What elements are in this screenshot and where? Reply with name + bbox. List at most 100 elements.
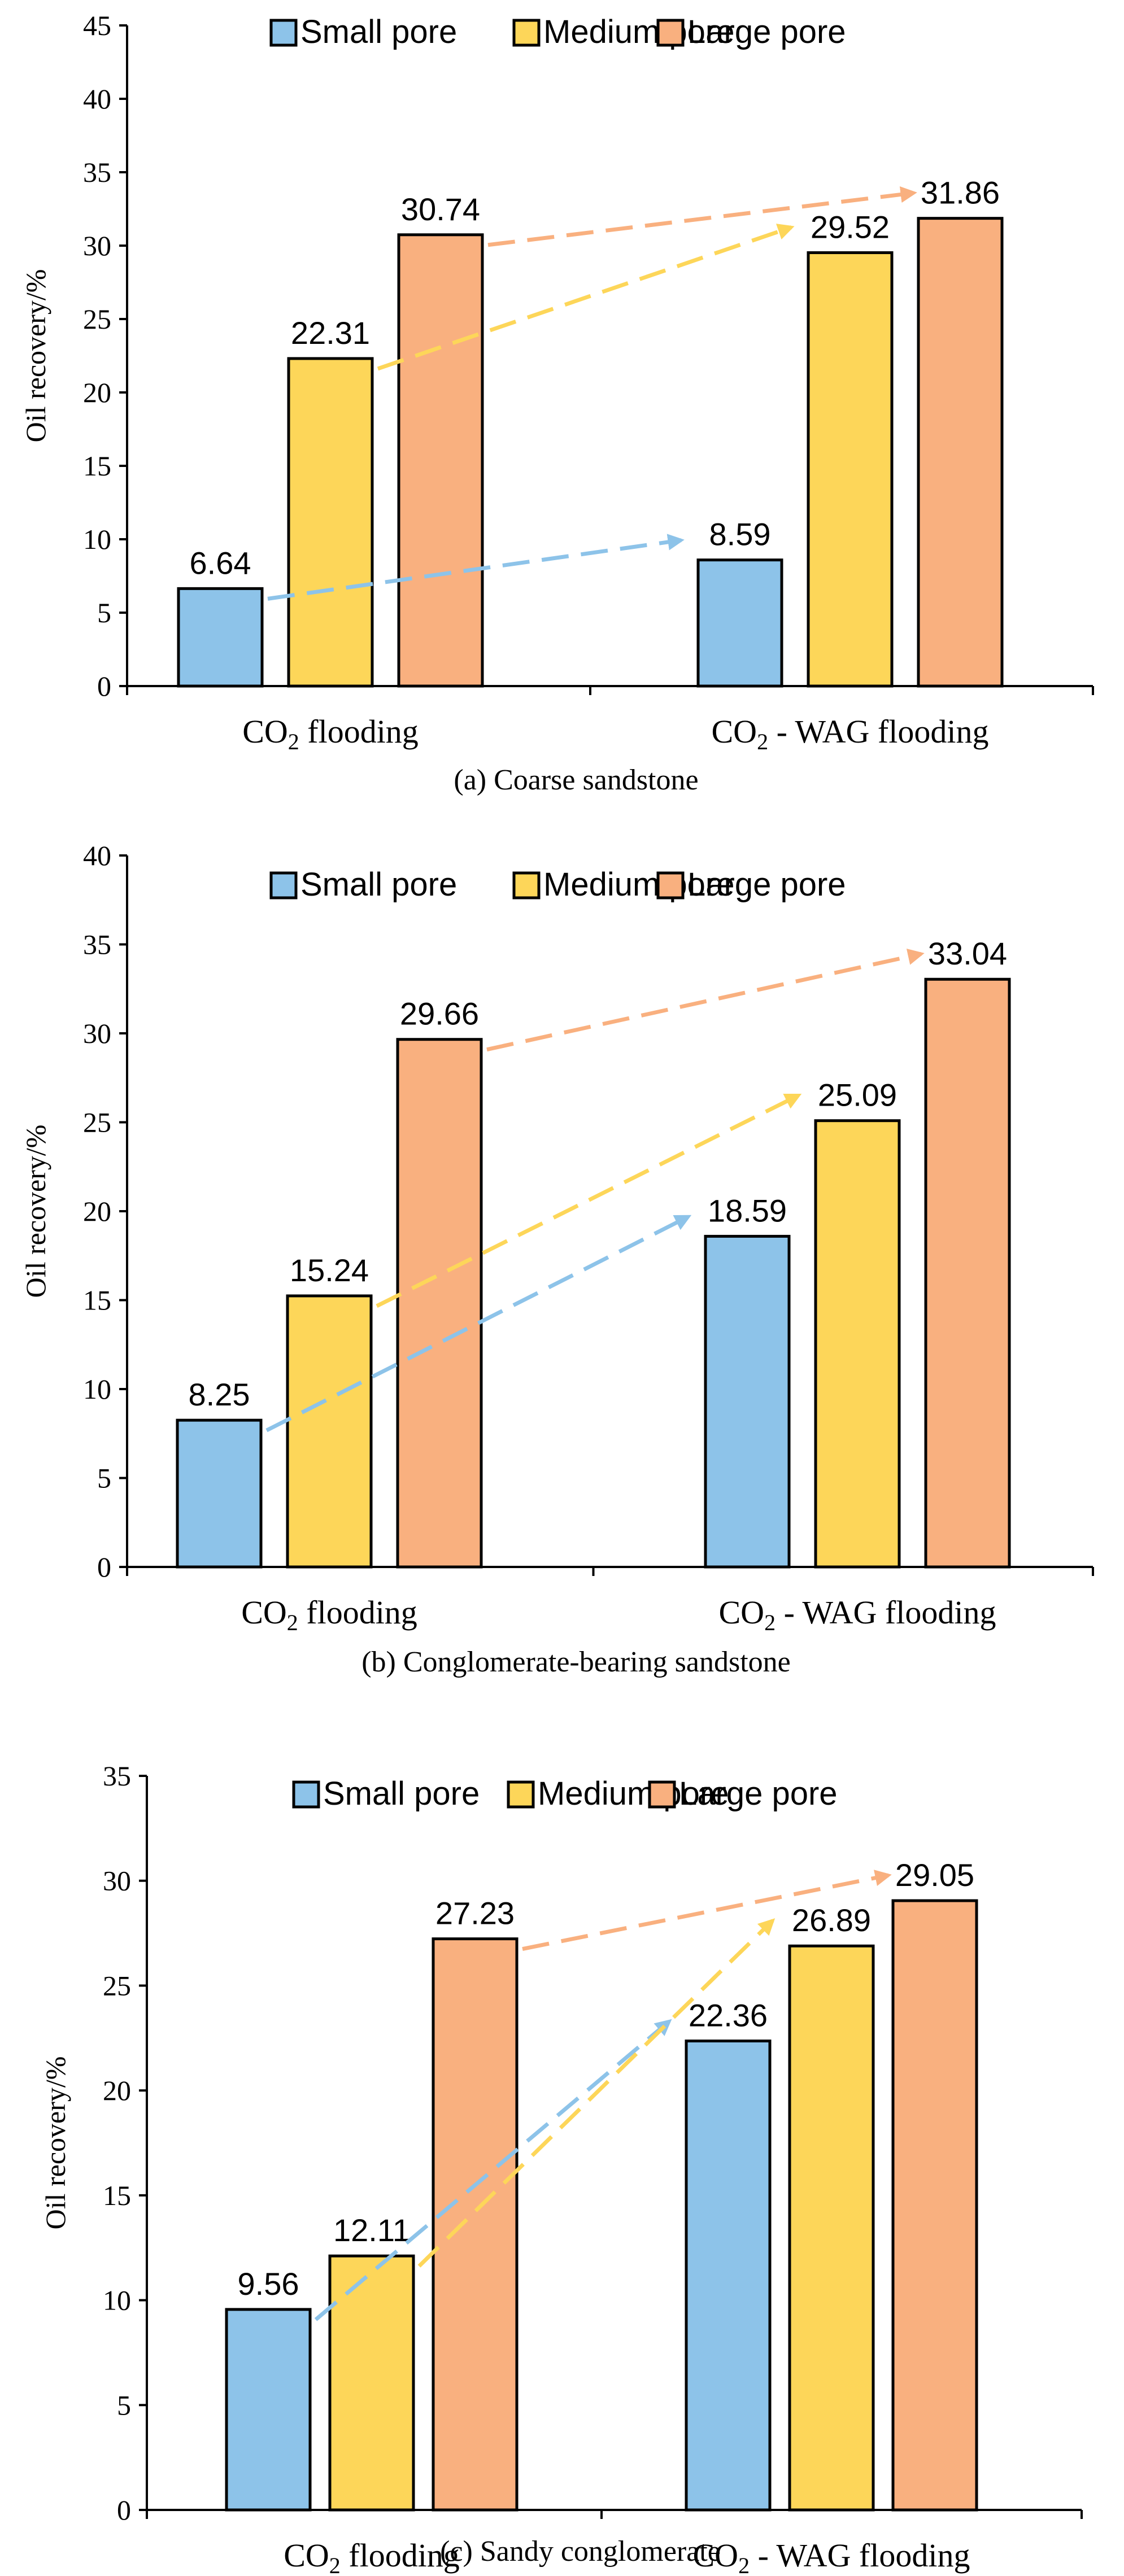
legend-swatch-small-pore xyxy=(292,1780,320,1809)
y-tick-label: 25 xyxy=(83,303,111,335)
data-label: 12.11 xyxy=(333,2212,410,2248)
y-tick-label: 0 xyxy=(117,2494,131,2526)
legend-swatch-large-pore xyxy=(648,1780,676,1809)
trend-arrow-medium-pore xyxy=(417,1918,776,2268)
legend-label-small-pore: Small pore xyxy=(300,866,457,903)
trend-arrow-large-pore xyxy=(486,948,925,1052)
data-label: 22.31 xyxy=(291,315,370,351)
y-tick-label: 25 xyxy=(83,1107,111,1138)
legend-swatch-small-pore xyxy=(269,871,298,900)
data-label: 18.59 xyxy=(708,1193,787,1228)
legend-label-medium-pore: Medium pore xyxy=(538,1775,729,1812)
y-tick-label: 15 xyxy=(83,1285,111,1316)
chart-panel-a: 0 5 10 15 20 25 30 35 40 45 Oil recovery/% 6.64 22.3… xyxy=(20,10,1094,796)
y-tick-label: 30 xyxy=(83,1018,111,1049)
y-tick-label: 40 xyxy=(83,83,111,115)
y-tick-label: 10 xyxy=(83,1373,111,1405)
bar-medium-pore-co2-wag-flooding xyxy=(807,251,894,688)
y-axis-title: Oil recovery/% xyxy=(40,2057,71,2230)
bar-large-pore-co2-wag-flooding xyxy=(924,977,1011,1569)
data-label: 29.05 xyxy=(895,1857,974,1893)
legend-swatch-medium-pore xyxy=(512,871,541,900)
legend-swatch-medium-pore xyxy=(512,19,541,47)
bar-large-pore-co2-flooding xyxy=(396,1038,483,1569)
legend-label-small-pore: Small pore xyxy=(323,1775,480,1812)
data-label: 27.23 xyxy=(435,1896,515,1931)
legend-label-small-pore: Small pore xyxy=(300,14,457,50)
data-label: 29.52 xyxy=(811,209,890,244)
bar-small-pore-co2-flooding xyxy=(225,2308,312,2512)
data-label: 15.24 xyxy=(290,1252,369,1288)
bar-small-pore-co2-wag-flooding xyxy=(704,1234,791,1569)
y-tick-label: 10 xyxy=(83,523,111,555)
y-tick-label: 35 xyxy=(103,1760,131,1792)
trend-arrow-large-pore xyxy=(522,1870,892,1951)
y-axis-title: Oil recovery/% xyxy=(20,269,51,443)
y-tick-label: 5 xyxy=(97,1462,111,1494)
bar-large-pore-co2-wag-flooding xyxy=(891,1899,978,2512)
data-label: 29.66 xyxy=(400,996,479,1032)
x-category-label: CO2 flooding xyxy=(241,1594,417,1635)
bar-small-pore-co2-flooding xyxy=(176,1418,263,1569)
y-tick-label: 0 xyxy=(97,670,111,702)
data-label: 9.56 xyxy=(238,2266,299,2302)
y-tick-label: 30 xyxy=(103,1865,131,1897)
legend-swatch-medium-pore xyxy=(507,1780,535,1809)
bar-small-pore-co2-wag-flooding xyxy=(685,2039,772,2512)
trend-arrow-large-pore xyxy=(487,186,917,247)
bar-large-pore-co2-flooding xyxy=(397,233,484,688)
chart-panel-c: 0 5 10 15 20 25 30 35 Oil recovery/% 9.56 12.11 27.… xyxy=(40,1760,1083,2576)
data-label: 25.09 xyxy=(818,1077,897,1113)
y-tick-label: 20 xyxy=(103,2075,131,2106)
data-label: 8.25 xyxy=(189,1377,250,1412)
legend-label-large-pore: Large pore xyxy=(687,866,846,903)
y-tick-label: 20 xyxy=(83,377,111,408)
y-tick-label: 25 xyxy=(103,1970,131,2001)
chart-panel-b: 0 5 10 15 20 25 30 35 40 Oil recovery/% 8.25 15.24 2… xyxy=(20,840,1094,1678)
x-category-label: CO2 flooding xyxy=(242,713,419,754)
data-label: 8.59 xyxy=(709,517,771,552)
data-label: 31.86 xyxy=(921,175,1000,211)
trend-arrow-small-pore xyxy=(267,534,685,601)
data-label: 22.36 xyxy=(689,1997,768,2033)
y-axis-title: Oil recovery/% xyxy=(20,1125,51,1298)
bar-medium-pore-co2-flooding xyxy=(287,357,374,688)
legend-label-medium-pore: Medium pore xyxy=(543,14,734,50)
y-tick-label: 0 xyxy=(97,1551,111,1583)
data-label: 33.04 xyxy=(928,936,1007,971)
y-tick-label: 35 xyxy=(83,156,111,188)
y-tick-label: 5 xyxy=(97,597,111,628)
y-tick-label: 5 xyxy=(117,2389,131,2421)
bar-small-pore-co2-wag-flooding xyxy=(696,558,783,688)
y-tick-label: 40 xyxy=(83,840,111,871)
bar-medium-pore-co2-flooding xyxy=(328,2254,415,2512)
bar-medium-pore-co2-wag-flooding xyxy=(788,1944,875,2512)
legend-swatch-large-pore xyxy=(656,19,685,47)
panel-caption: (c) Sandy conglomerate xyxy=(440,2535,721,2568)
y-tick-label: 15 xyxy=(103,2180,131,2211)
bar-small-pore-co2-flooding xyxy=(177,587,264,688)
legend-label-large-pore: Large pore xyxy=(687,14,846,50)
x-category-label: CO2 flooding xyxy=(284,2537,460,2576)
data-label: 26.89 xyxy=(792,1902,871,1938)
y-tick-label: 30 xyxy=(83,230,111,261)
panel-caption: (b) Conglomerate-bearing sandstone xyxy=(361,1646,791,1678)
x-category-label: CO2 - WAG flooding xyxy=(693,2537,970,2576)
legend-label-medium-pore: Medium pore xyxy=(543,866,734,903)
data-label: 30.74 xyxy=(401,191,480,227)
y-tick-label: 15 xyxy=(83,450,111,482)
bar-large-pore-co2-wag-flooding xyxy=(917,217,1004,688)
trend-arrow-medium-pore xyxy=(377,224,795,371)
x-category-label: CO2 - WAG flooding xyxy=(712,713,989,754)
y-tick-label: 20 xyxy=(83,1195,111,1227)
bar-medium-pore-co2-flooding xyxy=(286,1294,373,1569)
y-tick-label: 10 xyxy=(103,2285,131,2316)
bar-medium-pore-co2-wag-flooding xyxy=(814,1119,901,1569)
panel-caption: (a) Coarse sandstone xyxy=(454,764,698,796)
legend-swatch-small-pore xyxy=(269,19,298,47)
